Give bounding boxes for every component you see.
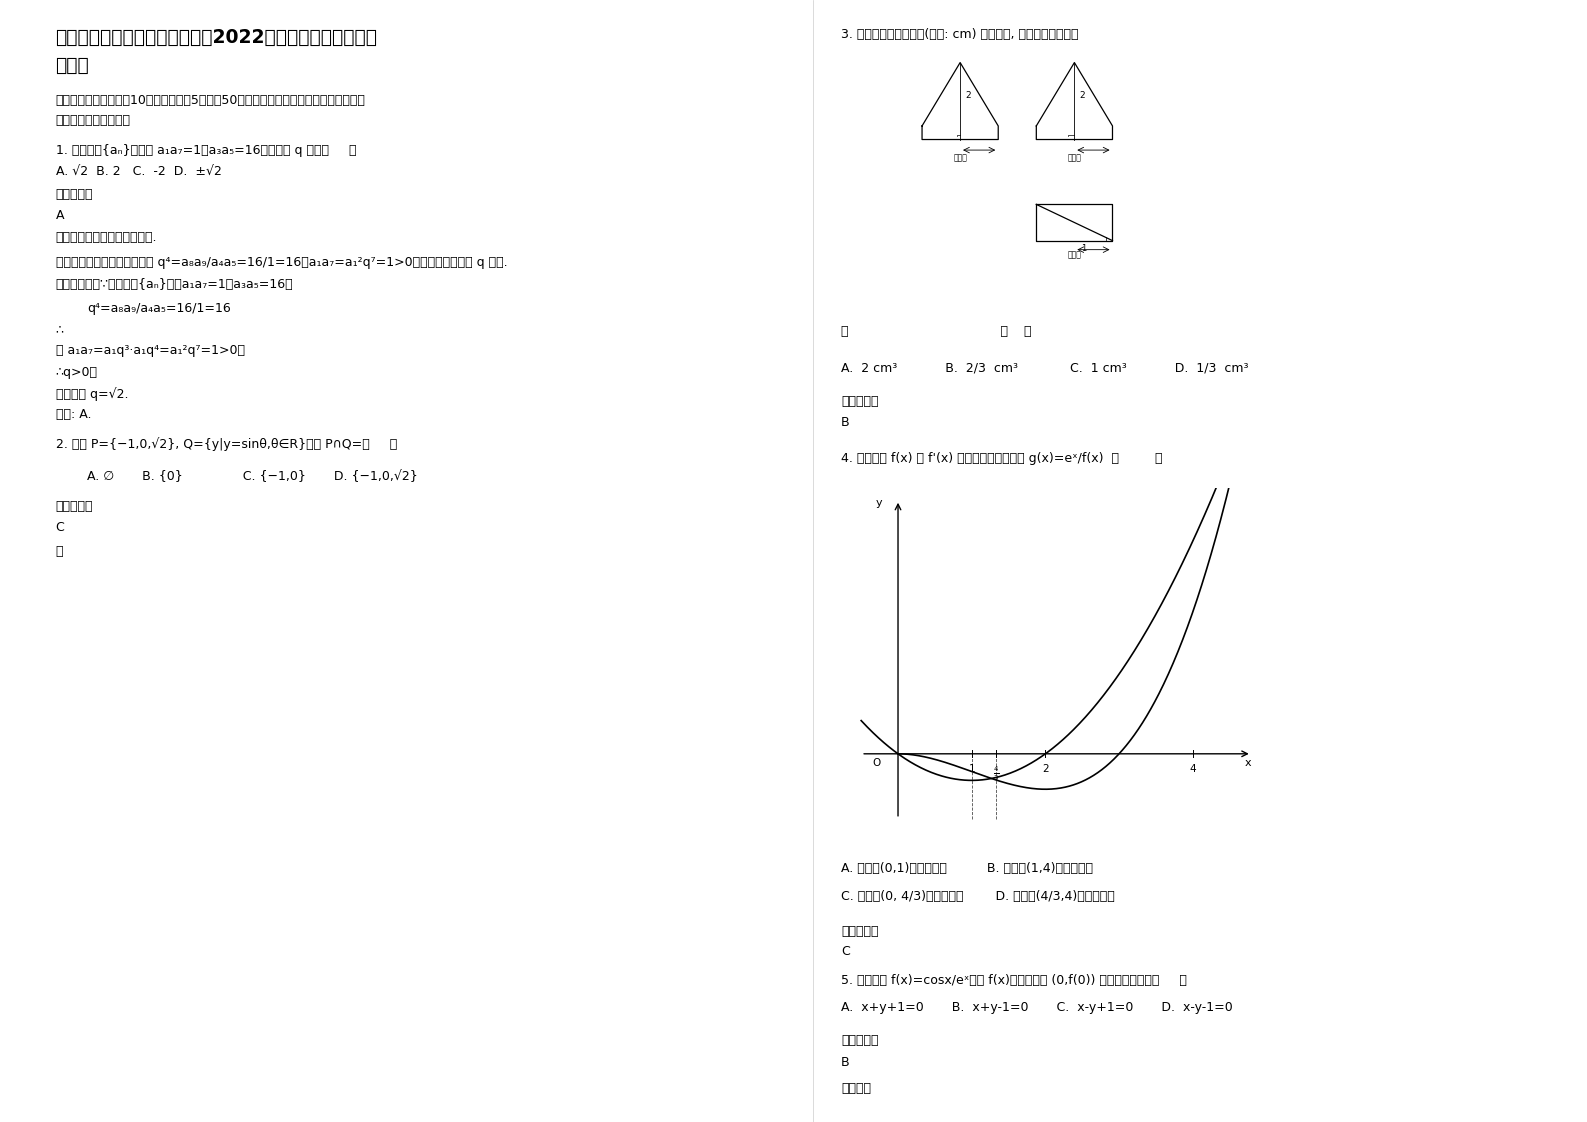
Text: 参考答案：: 参考答案： <box>841 1034 879 1048</box>
Text: 2: 2 <box>1043 764 1049 774</box>
Text: 【考点】等比数列的通项公式.: 【考点】等比数列的通项公式. <box>56 231 157 245</box>
Text: O: O <box>873 757 881 767</box>
Text: 1: 1 <box>968 764 974 774</box>
Text: 2: 2 <box>1079 91 1086 100</box>
Text: A.  x+y+1=0       B.  x+y-1=0       C.  x-y+1=0       D.  x-y-1=0: A. x+y+1=0 B. x+y-1=0 C. x-y+1=0 D. x-y-… <box>841 1001 1233 1014</box>
Text: B: B <box>841 416 849 430</box>
Text: 故选: A.: 故选: A. <box>56 408 90 422</box>
Text: 又 a₁a₇=a₁q³·a₁q⁴=a₁²q⁷=1>0，: 又 a₁a₇=a₁q³·a₁q⁴=a₁²q⁷=1>0， <box>56 344 244 358</box>
Text: C. 在区间(0, 4/3)上是减函数        D. 在区间(4/3,4)上是减函数: C. 在区间(0, 4/3)上是减函数 D. 在区间(4/3,4)上是减函数 <box>841 890 1114 903</box>
Text: 4. 已知函数 f(x) 与 f'(x) 的图象如图所示，则 g(x)=eˣ/f(x)  （         ）: 4. 已知函数 f(x) 与 f'(x) 的图象如图所示，则 g(x)=eˣ/f… <box>841 452 1163 466</box>
Text: 【分析】由等比数列的性质得 q⁴=a₈a₉/a₄a₅=16/1=16，a₁a₇=a₁²q⁷=1>0，由此能求出公比 q 的値.: 【分析】由等比数列的性质得 q⁴=a₈a₉/a₄a₅=16/1=16，a₁a₇=… <box>56 256 508 269</box>
Text: 【分析】: 【分析】 <box>841 1082 871 1095</box>
Text: B: B <box>841 1056 849 1069</box>
Text: 正视图: 正视图 <box>954 154 966 163</box>
Text: 是一个符合题目要求的: 是一个符合题目要求的 <box>56 114 130 128</box>
Text: C: C <box>56 521 65 534</box>
Text: 参考答案：: 参考答案： <box>56 500 94 514</box>
Text: A. ∅       B. {0}               C. {−1,0}       D. {−1,0,√2}: A. ∅ B. {0} C. {−1,0} D. {−1,0,√2} <box>87 470 417 484</box>
Text: ∴: ∴ <box>56 323 63 337</box>
Text: 河北省沧州市河间留古寺镇中学2022年高三数学文期末试卷: 河北省沧州市河间留古寺镇中学2022年高三数学文期末试卷 <box>56 28 378 47</box>
Text: 3. 若某多面体的三视图(单位: cm) 如图所示, 则此多面体的体积: 3. 若某多面体的三视图(单位: cm) 如图所示, 则此多面体的体积 <box>841 28 1079 42</box>
Text: 5. 已知函数 f(x)=cosx/eˣ，则 f(x)的图象在点 (0,f(0)) 处的切线方程为（     ）: 5. 已知函数 f(x)=cosx/eˣ，则 f(x)的图象在点 (0,f(0)… <box>841 974 1187 987</box>
Text: 含解析: 含解析 <box>56 56 89 75</box>
Text: 一、选择题：本大题全10小题，每小閘5分，全50分。在每小题给出的四个选项中，只有: 一、选择题：本大题全10小题，每小閘5分，全50分。在每小题给出的四个选项中，只… <box>56 94 365 108</box>
Text: 侧视图: 侧视图 <box>1068 154 1081 163</box>
Text: 解得公比 q=√2.: 解得公比 q=√2. <box>56 387 129 401</box>
Text: 2. 已知 P={−1,0,√2}, Q={y|y=sinθ,θ∈R}，则 P∩Q=（     ）: 2. 已知 P={−1,0,√2}, Q={y|y=sinθ,θ∈R}，则 P∩… <box>56 438 397 451</box>
Text: A: A <box>56 209 63 222</box>
Text: 1. 等比数列{aₙ}中，若 a₁a₇=1，a₃a₅=16，则公比 q 等于（     ）: 1. 等比数列{aₙ}中，若 a₁a₇=1，a₃a₅=16，则公比 q 等于（ … <box>56 144 355 157</box>
Text: 2: 2 <box>965 91 971 100</box>
Text: x: x <box>1244 757 1251 767</box>
Text: q⁴=a₈a₉/a₄a₅=16/1=16: q⁴=a₈a₉/a₄a₅=16/1=16 <box>87 302 232 315</box>
Text: A. √2  B. 2   C.  -2  D.  ±√2: A. √2 B. 2 C. -2 D. ±√2 <box>56 165 222 178</box>
Text: 4: 4 <box>1189 764 1197 774</box>
Text: A. 在区间(0,1)上是减函数          B. 在区间(1,4)上是减函数: A. 在区间(0,1)上是减函数 B. 在区间(1,4)上是减函数 <box>841 862 1093 875</box>
Text: 略: 略 <box>56 545 63 559</box>
Text: ∴q>0，: ∴q>0， <box>56 366 97 379</box>
Text: 参考答案：: 参考答案： <box>841 395 879 408</box>
Text: 是                                      （    ）: 是 （ ） <box>841 325 1032 339</box>
Text: 1: 1 <box>1081 245 1087 254</box>
Text: 俯视图: 俯视图 <box>1068 250 1081 259</box>
Text: 参考答案：: 参考答案： <box>841 925 879 938</box>
Text: C: C <box>841 945 851 958</box>
Text: 参考答案：: 参考答案： <box>56 188 94 202</box>
Text: 【解答】解：∵等比数列{aₙ}中，a₁a₇=1，a₃a₅=16，: 【解答】解：∵等比数列{aₙ}中，a₁a₇=1，a₃a₅=16， <box>56 278 294 292</box>
Text: A.  2 cm³            B.  2/3  cm³             C.  1 cm³            D.  1/3  cm³: A. 2 cm³ B. 2/3 cm³ C. 1 cm³ D. 1/3 cm³ <box>841 361 1249 375</box>
Text: y: y <box>876 498 882 508</box>
Text: $\frac{4}{3}$: $\frac{4}{3}$ <box>993 764 1000 783</box>
